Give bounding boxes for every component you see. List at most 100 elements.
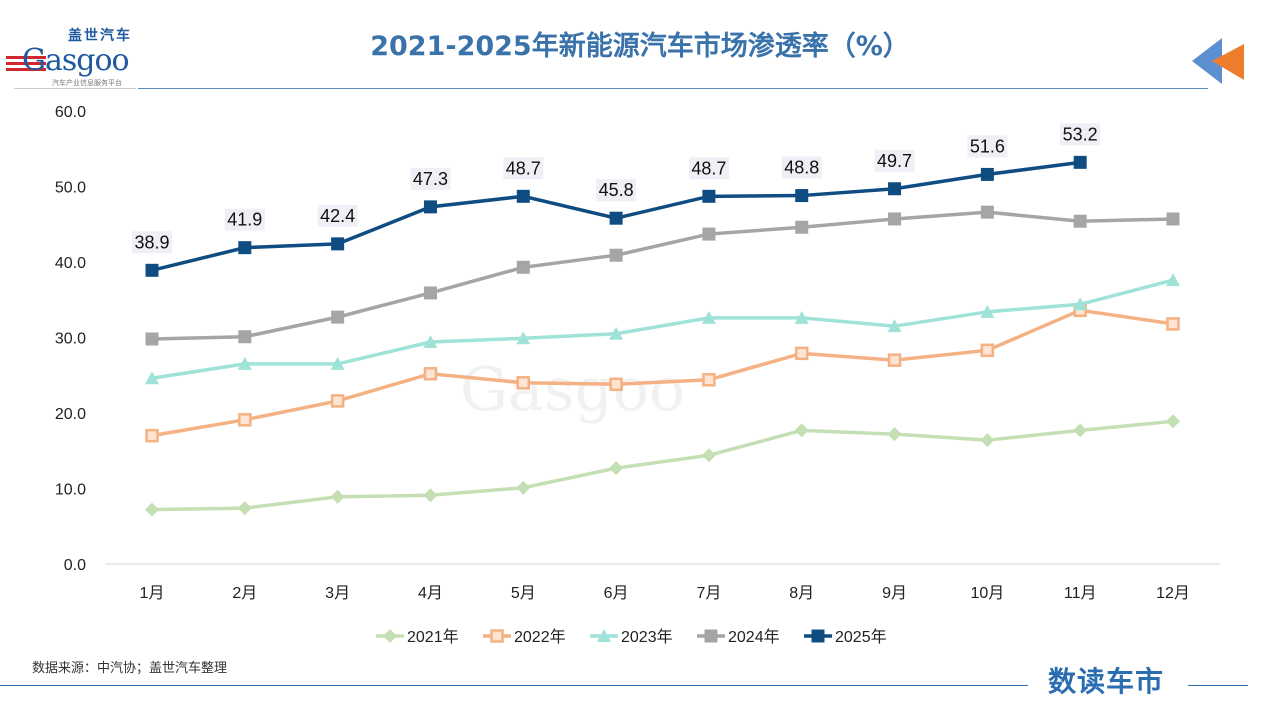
data-label: 45.8 <box>599 180 634 200</box>
data-label-bg <box>781 156 822 179</box>
data-point <box>1166 212 1180 226</box>
series-2022年 <box>145 303 1180 443</box>
data-point <box>331 237 345 251</box>
data-point <box>516 331 531 345</box>
data-label: 47.3 <box>413 169 448 189</box>
data-point <box>794 346 809 361</box>
footer-brand: 数读车市 <box>1048 665 1165 698</box>
data-point <box>423 488 438 503</box>
data-point <box>1073 214 1087 228</box>
data-point <box>980 205 994 219</box>
data-point <box>237 356 252 370</box>
data-point <box>702 227 716 241</box>
data-point <box>609 461 624 476</box>
series-line <box>151 419 1174 512</box>
data-label-bg <box>224 208 265 231</box>
data-point <box>888 212 902 226</box>
data-point <box>238 413 252 427</box>
data-point <box>145 371 159 385</box>
x-tick-label: 7月 <box>696 585 721 602</box>
arrow-decoration-icon <box>1192 38 1244 84</box>
data-point <box>597 629 611 642</box>
x-tick-label: 3月 <box>325 585 350 602</box>
data-point <box>980 304 995 318</box>
legend-item: 2024年 <box>697 628 780 646</box>
data-point <box>423 286 437 300</box>
data-point <box>1073 423 1088 438</box>
data-point <box>423 335 438 349</box>
data-point <box>980 343 995 358</box>
legend: 2021年 2022年 2023年 2024年 2025年 <box>376 628 887 646</box>
data-point <box>423 200 437 214</box>
data-label-bg <box>410 167 451 190</box>
legend-label: 2025年 <box>835 628 887 646</box>
data-point <box>887 353 902 367</box>
y-tick-label: 30.0 <box>55 331 86 348</box>
data-point <box>1166 414 1180 429</box>
series-2021年 <box>145 414 1180 517</box>
data-label-bg <box>874 149 915 172</box>
y-tick-label: 40.0 <box>55 255 86 272</box>
data-point <box>516 260 530 274</box>
data-label: 51.6 <box>970 136 1005 156</box>
data-point <box>980 167 994 181</box>
data-point <box>330 356 345 370</box>
data-point <box>704 629 718 643</box>
series-2023年 <box>145 273 1180 385</box>
data-point <box>383 629 397 643</box>
series-2024年 <box>145 205 1180 346</box>
data-point <box>1166 317 1180 331</box>
series-line <box>151 278 1174 380</box>
data-label-bg <box>596 179 637 202</box>
data-label: 38.9 <box>134 232 169 252</box>
data-point <box>145 428 159 443</box>
data-point <box>331 310 345 324</box>
x-tick-label: 11月 <box>1064 585 1097 602</box>
data-point <box>238 330 252 344</box>
data-point <box>145 502 159 517</box>
y-tick-label: 50.0 <box>55 180 86 197</box>
data-point <box>423 366 438 381</box>
data-label: 48.8 <box>784 158 819 178</box>
data-point <box>238 241 252 255</box>
y-tick-label: 20.0 <box>55 406 86 423</box>
data-point <box>237 501 252 516</box>
x-tick-label: 5月 <box>511 585 536 602</box>
watermark: Gasgoo <box>460 355 685 425</box>
legend-label: 2024年 <box>728 628 780 646</box>
legend-label: 2023年 <box>621 628 673 646</box>
data-point <box>330 394 345 408</box>
x-tick-label: 9月 <box>882 585 907 602</box>
data-source: 数据来源：中汽协；盖世汽车整理 <box>32 661 228 676</box>
data-label-bg <box>1060 123 1101 146</box>
logo-sub: 汽车产业信息服务平台 <box>52 79 122 87</box>
divider <box>14 88 136 89</box>
data-point <box>145 263 159 277</box>
x-tick-label: 10月 <box>970 585 1004 602</box>
gasgoo-logo: 盖世汽车 Gasgoo 汽车产业信息服务平台 <box>6 28 156 90</box>
data-point <box>701 310 716 324</box>
x-tick-label: 1月 <box>140 585 165 602</box>
data-point <box>701 448 716 463</box>
data-point <box>490 629 504 643</box>
x-tick-label: 12月 <box>1156 585 1190 602</box>
data-point <box>609 248 623 262</box>
data-label: 48.7 <box>506 158 541 178</box>
data-point <box>795 189 809 203</box>
y-axis: 0.0 10.0 20.0 30.0 40.0 50.0 60.0 <box>55 104 86 574</box>
data-label-bg <box>967 135 1008 158</box>
data-label: 42.4 <box>320 206 355 226</box>
data-point <box>1166 273 1180 287</box>
logo-en: Gasgoo <box>22 43 130 78</box>
data-point <box>795 220 809 234</box>
x-tick-label: 8月 <box>789 585 814 602</box>
data-label: 49.7 <box>877 151 912 171</box>
data-label-bg <box>132 231 172 254</box>
data-point <box>887 319 902 333</box>
data-label: 41.9 <box>227 210 262 230</box>
data-point <box>980 433 995 448</box>
chart-title: 2021-2025年新能源汽车市场渗透率（%） <box>370 31 910 62</box>
footer-line <box>1188 685 1248 686</box>
data-label-bg <box>317 204 358 227</box>
x-axis: 1月 2月 3月 4月 5月 6月 7月 8月 9月 10月 11月 12月 <box>140 585 1190 602</box>
